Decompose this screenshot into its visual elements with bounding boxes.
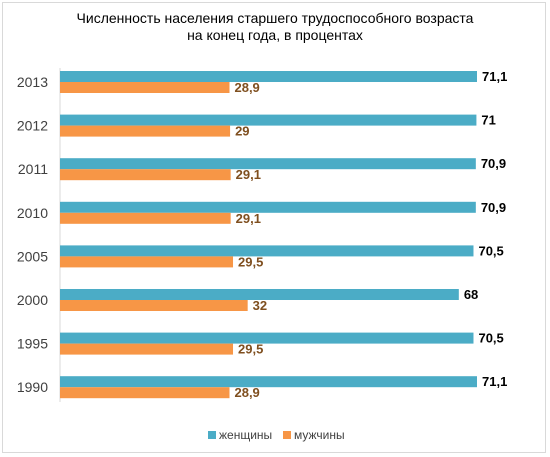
bar-men-2005 (60, 256, 234, 268)
legend-label-men: мужчины (294, 428, 345, 442)
bar-men-2000 (60, 300, 248, 311)
bar-women-2011 (60, 158, 476, 170)
value-label-women-2005: 70,5 (478, 243, 503, 258)
category-label-1995: 1995 (17, 336, 48, 352)
value-label-men-2011: 29,1 (236, 167, 261, 182)
value-label-men-2005: 29,5 (238, 254, 263, 269)
bar-men-1995 (60, 343, 234, 355)
value-label-women-1990: 71,1 (482, 374, 507, 389)
legend-swatch-men (283, 431, 291, 439)
bar-women-1995 (60, 332, 474, 344)
bar-men-2010 (60, 212, 231, 224)
category-label-2011: 2011 (18, 161, 48, 177)
bar-women-2010 (60, 201, 476, 213)
value-label-men-2000: 32 (253, 298, 267, 313)
category-label-2012: 2012 (17, 118, 48, 134)
bar-men-2011 (60, 169, 231, 181)
category-label-2000: 2000 (17, 292, 48, 308)
bar-women-2000 (60, 289, 459, 300)
value-label-women-2011: 70,9 (481, 156, 506, 171)
category-label-2010: 2010 (17, 205, 48, 221)
legend-label-women: женщины (219, 428, 272, 442)
bar-women-2012 (60, 114, 477, 126)
value-label-women-1995: 70,5 (478, 331, 503, 346)
value-label-men-2013: 28,9 (234, 80, 259, 95)
bar-women-2005 (60, 245, 474, 257)
bar-women-2013 (60, 71, 477, 82)
bar-men-2012 (60, 125, 231, 137)
bar-men-1990 (60, 387, 230, 399)
bar-women-1990 (60, 376, 477, 388)
value-label-men-2010: 29,1 (236, 211, 261, 226)
legend-swatch-women (208, 431, 216, 439)
value-label-men-1995: 29,5 (238, 342, 263, 357)
legend: женщины мужчины (208, 428, 345, 442)
value-label-women-2000: 68 (464, 287, 478, 302)
category-label-2013: 2013 (17, 74, 48, 90)
category-label-2005: 2005 (17, 248, 48, 264)
value-label-men-1990: 28,9 (234, 385, 259, 400)
chart-title: Численность населения старшего трудоспос… (76, 10, 474, 43)
value-label-women-2013: 71,1 (482, 69, 507, 84)
value-label-men-2012: 29 (235, 124, 249, 139)
value-label-women-2010: 70,9 (481, 200, 506, 215)
bar-men-2013 (60, 82, 230, 93)
value-label-women-2012: 71 (481, 113, 495, 128)
category-label-1990: 1990 (17, 379, 48, 395)
